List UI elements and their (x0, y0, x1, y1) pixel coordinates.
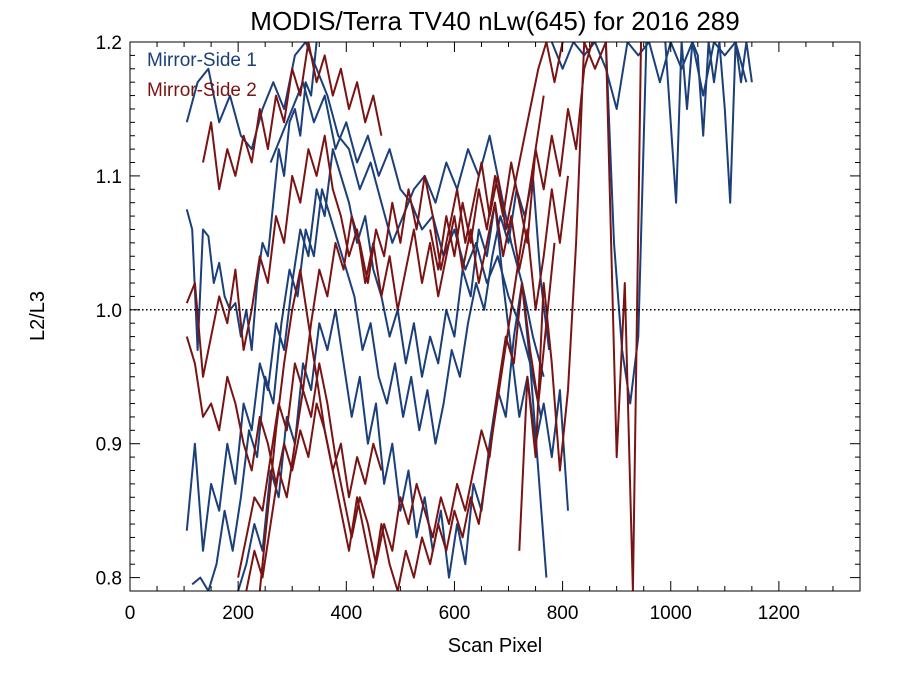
y-tick-label: 1.1 (96, 167, 122, 188)
legend-entry-2: Mirror-Side 2 (147, 80, 257, 101)
series-2-line-8 (583, 42, 642, 591)
series-2-line-4 (237, 42, 564, 578)
chart-title: MODIS/Terra TV40 nLw(645) for 2016 289 (250, 6, 739, 36)
series-2-line-3 (202, 42, 383, 191)
series-2-line-7 (429, 42, 594, 271)
x-tick-label: 0 (125, 603, 136, 624)
axis-ticks: 0 200 400 600 800 1000 1200 0.8 0.9 1.0 1.1 1.2 (96, 33, 861, 624)
series-2-line-2 (185, 336, 383, 499)
x-tick-label: 200 (222, 603, 254, 624)
y-tick-label: 0.9 (96, 435, 122, 456)
x-tick-label: 600 (439, 603, 471, 624)
series-1-line-3 (185, 148, 569, 552)
series-2-line-6 (258, 95, 545, 591)
x-tick-label: 400 (330, 603, 362, 624)
plot-frame (129, 41, 861, 592)
y-tick-label: 1.2 (96, 33, 122, 54)
legend: Mirror-Side 1 Mirror-Side 2 (147, 50, 257, 101)
y-tick-label: 0.8 (96, 569, 122, 590)
legend-entry-1: Mirror-Side 1 (147, 50, 257, 71)
series-1-line-9 (604, 42, 648, 405)
series-2-line-1 (185, 134, 569, 378)
x-tick-label: 1200 (758, 603, 800, 624)
x-tick-label: 800 (547, 603, 579, 624)
series-2-line-9 (518, 42, 586, 551)
series-1-line-2 (185, 42, 318, 351)
series-layer (185, 42, 753, 591)
y-tick-label: 1.0 (96, 301, 122, 322)
x-tick-label: 1000 (650, 603, 692, 624)
series-1-line-6 (269, 81, 542, 418)
x-axis-label: Scan Pixel (448, 635, 543, 657)
series-2-line-5 (245, 242, 556, 591)
y-axis-label: L2/L3 (27, 291, 49, 341)
series-1-line-8 (664, 42, 753, 204)
